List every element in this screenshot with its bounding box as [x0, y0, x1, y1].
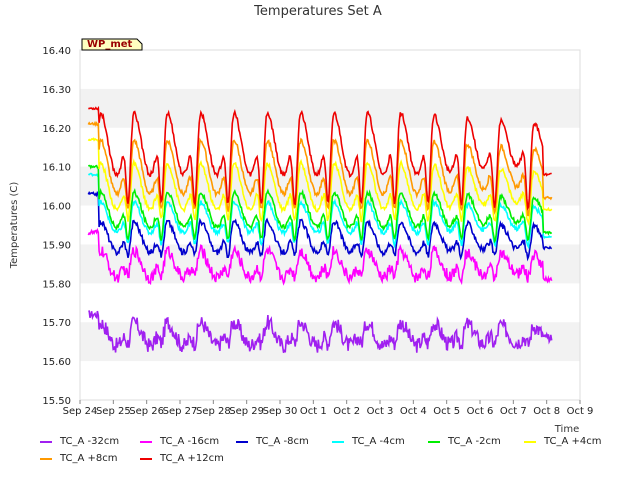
y-tick-label: 15.60 [42, 357, 71, 368]
x-tick-label: Oct 3 [367, 406, 394, 417]
x-tick-label: Oct 6 [467, 406, 494, 417]
x-tick-label: Sep 30 [263, 406, 298, 417]
band-3 [80, 88, 580, 128]
legend-item: TC_A +8cm [40, 453, 118, 464]
legend-swatch [40, 457, 52, 460]
legend-label: TC_A +12cm [160, 453, 224, 464]
legend-item: TC_A -8cm [236, 436, 309, 447]
legend-swatch [140, 440, 152, 443]
x-axis-label: Time [554, 424, 579, 435]
x-tick-label: Oct 4 [400, 406, 427, 417]
annotation-label: WP_met [87, 39, 133, 50]
legend-item: TC_A -32cm [40, 436, 119, 447]
legend-swatch [140, 457, 152, 460]
legend-item: TC_A -4cm [332, 436, 405, 447]
legend-swatch [236, 440, 248, 443]
legend-item: TC_A +4cm [524, 436, 602, 447]
series-line-tc-a-32cm [88, 310, 553, 354]
y-axis: 15.50 15.60 15.70 15.80 15.90 16.00 16.10 16.20… [42, 46, 71, 407]
y-tick-label: 15.80 [42, 279, 71, 290]
legend-item: TC_A +12cm [140, 453, 224, 464]
x-tick-label: Sep 26 [129, 406, 164, 417]
legend-item: TC_A -16cm [140, 436, 219, 447]
x-tick-label: Sep 25 [96, 406, 131, 417]
plot-area [79, 49, 581, 401]
y-tick-label: 16.00 [42, 202, 71, 213]
y-axis-label: Temperatures (C) [9, 182, 20, 270]
series-line-tc-a-2cm [87, 164, 553, 244]
legend-swatch [428, 440, 440, 443]
legend-item: TC_A -2cm [428, 436, 501, 447]
wp-met-annotation: WP_met [81, 38, 143, 51]
x-tick-label: Sep 28 [196, 406, 231, 417]
x-tick-label: Oct 1 [300, 406, 327, 417]
x-tick-label: Sep 27 [163, 406, 198, 417]
x-tick-label: Sep 29 [229, 406, 264, 417]
chart-title: Temperatures Set A [253, 4, 382, 19]
y-tick-label: 16.40 [42, 46, 71, 57]
y-tick-label: 16.10 [42, 163, 71, 174]
series-line-tc-a-4cm [87, 137, 553, 226]
legend-label: TC_A -8cm [256, 436, 309, 447]
x-tick-label: Oct 9 [567, 406, 594, 417]
x-tick-label: Oct 7 [500, 406, 527, 417]
series-line-tc-a-8cm [87, 190, 553, 262]
series-layer [87, 105, 553, 354]
legend-label: TC_A -4cm [352, 436, 405, 447]
legend-label: TC_A -16cm [160, 436, 220, 447]
x-tick-label: Oct 8 [533, 406, 560, 417]
series-line-tc-a-12cm [88, 105, 552, 211]
y-tick-label: 16.20 [42, 124, 71, 135]
series-line-tc-a-16cm [87, 227, 553, 286]
y-tick-label: 15.90 [42, 240, 71, 251]
y-tick-label: 15.70 [42, 318, 71, 329]
x-tick-label: Oct 2 [333, 406, 360, 417]
legend-label: TC_A -32cm [60, 436, 120, 447]
legend-swatch [524, 440, 536, 443]
y-tick-label: 16.30 [42, 85, 71, 96]
series-line-tc-a-8cm [87, 120, 553, 217]
legend-label: TC_A -2cm [448, 436, 501, 447]
x-tick-label: Sep 24 [63, 406, 98, 417]
y-tick-label: 15.50 [42, 396, 71, 407]
legend-swatch [40, 440, 52, 443]
legend-swatch [332, 440, 344, 443]
x-tick-label: Oct 5 [433, 406, 460, 417]
legend-label: TC_A +4cm [544, 436, 602, 447]
legend-label: TC_A +8cm [60, 453, 118, 464]
